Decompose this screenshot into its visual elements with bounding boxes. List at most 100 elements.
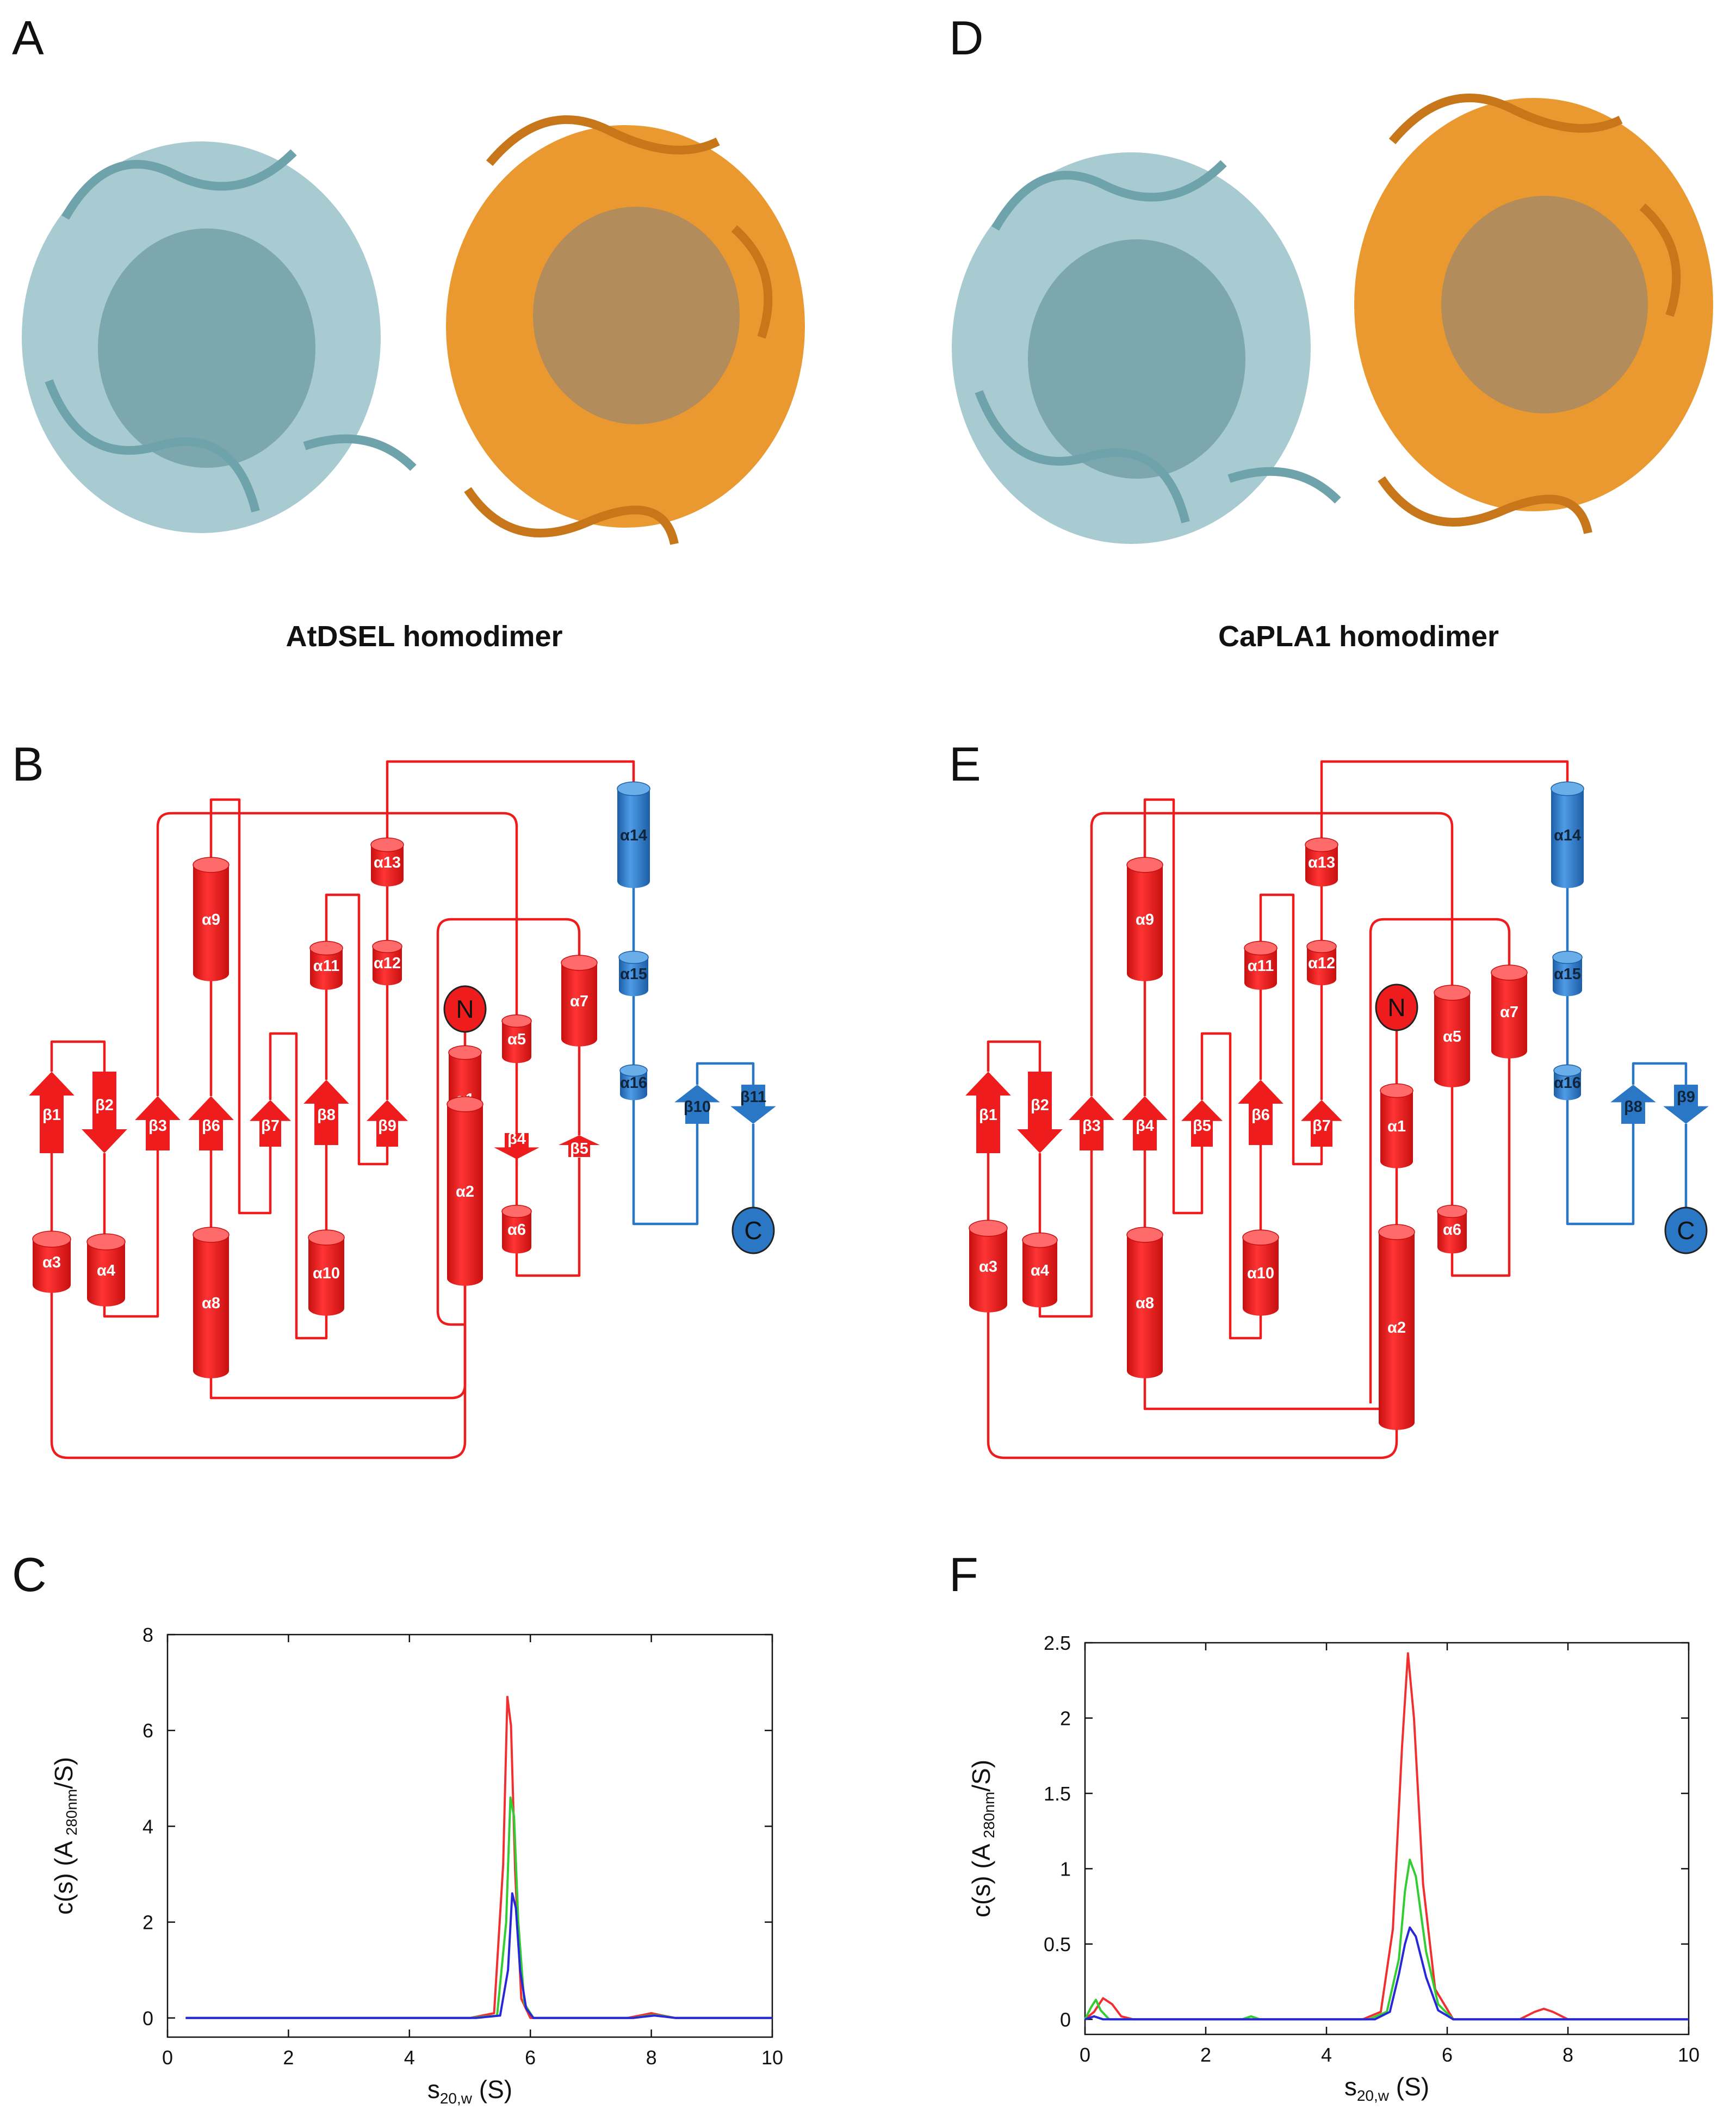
helix-label: α13 [1308, 854, 1335, 871]
strand-label: β1 [979, 1106, 997, 1124]
helix-label: α10 [313, 1265, 340, 1282]
helix-label: α8 [1136, 1295, 1154, 1312]
helix-label: α10 [1247, 1265, 1274, 1282]
helix-label: α8 [202, 1295, 220, 1312]
topology-connection [1369, 918, 1511, 1403]
y-tick-label: 4 [142, 1815, 153, 1837]
strand-beta7: β7 [250, 1100, 291, 1147]
x-tick-label: 6 [525, 2046, 536, 2069]
strand-beta1: β1 [29, 1072, 75, 1153]
strand-label: β7 [1312, 1117, 1331, 1135]
x-axis-label: s20,w (S) [427, 2075, 512, 2107]
strand-label: β6 [1251, 1106, 1270, 1124]
topology-connection [436, 918, 581, 1326]
topology-connection [386, 760, 635, 845]
helix-alpha3: α3 [32, 1230, 71, 1293]
panel-letter-a: A [12, 11, 44, 65]
chain-b-loops [464, 115, 773, 545]
helix-label: α7 [570, 993, 588, 1010]
caption-atdsel: AtDSEL homodimer [286, 620, 562, 653]
helix-alpha6: α6 [1437, 1204, 1467, 1254]
helix-label: α16 [1554, 1074, 1581, 1092]
helix-label: α14 [1554, 827, 1581, 844]
helix-alpha11: α11 [309, 941, 343, 990]
n-terminus: N [443, 985, 487, 1033]
helix-alpha6: α6 [501, 1204, 532, 1254]
strand-beta6: β6 [1238, 1080, 1284, 1145]
topology-connection [209, 1104, 467, 1400]
topology-connection [1038, 1150, 1093, 1318]
helix-label: α6 [1443, 1221, 1461, 1239]
strand-label: β9 [1677, 1088, 1695, 1106]
helix-label: α3 [979, 1258, 997, 1276]
topology-connection [1143, 798, 1204, 1215]
x-tick-label: 10 [761, 2046, 783, 2069]
strand-label: β9 [378, 1117, 396, 1135]
helix-label: α2 [1387, 1319, 1406, 1337]
x-tick-label: 2 [1200, 2044, 1211, 2066]
strand-label: β5 [1193, 1117, 1211, 1135]
plot-frame [166, 1634, 773, 2038]
helix-label: α4 [97, 1262, 115, 1279]
chain-a-core [1028, 239, 1245, 479]
strand-label: β8 [1624, 1098, 1642, 1116]
svg-text:C: C [744, 1216, 762, 1245]
n-terminus: N [1375, 983, 1418, 1031]
strand-label: β5 [570, 1140, 588, 1158]
helix-alpha7: α7 [1491, 964, 1528, 1059]
topology-diagram-e: α1 α2 α3 α4 α5 α6 α7 α8 α9 α10 α11 α12 α13 α14 α15 α16 β… [965, 760, 1709, 1459]
helix-alpha10: α10 [308, 1229, 345, 1316]
strand-beta2: β2 [1017, 1072, 1063, 1153]
helix-label: α13 [374, 854, 401, 871]
chain-b-core [533, 207, 740, 424]
helix-alpha9: α9 [193, 857, 230, 981]
topology-connection [269, 1032, 328, 1340]
strand-beta9: β9 [1663, 1085, 1709, 1124]
helix-alpha2: α2 [447, 1096, 483, 1286]
helix-label: α12 [374, 955, 401, 972]
series-line-green [1084, 1858, 1689, 2021]
topology-connection [1259, 893, 1323, 1166]
series-line-red [185, 1696, 772, 2019]
c-terminus: C [1664, 1207, 1708, 1254]
strand-beta4: β4 [494, 1130, 540, 1159]
topology-connection [209, 798, 272, 1215]
panel-letter-d: D [949, 11, 984, 65]
plot-frame [1084, 1642, 1690, 2035]
strand-label: β4 [1136, 1117, 1154, 1135]
structure-capla1 [952, 94, 1713, 544]
strand-label: β2 [1031, 1097, 1049, 1114]
y-tick-label: 2.5 [1044, 1632, 1071, 1654]
y-axis-label: c(s) (A 280nm/S) [967, 1760, 997, 1917]
helix-alpha13: α13 [370, 837, 404, 887]
structure-atdsel [22, 115, 805, 545]
strand-label: β7 [261, 1117, 280, 1135]
x-tick-label: 4 [404, 2046, 415, 2069]
helix-label: α4 [1031, 1262, 1049, 1279]
strand-label: β8 [317, 1106, 336, 1124]
x-tick-label: 6 [1442, 2044, 1453, 2066]
helix-alpha8: α8 [193, 1227, 230, 1378]
x-tick-label: 10 [1678, 2044, 1700, 2066]
helix-alpha15: α15 [1552, 950, 1583, 997]
helix-label: α16 [620, 1074, 647, 1092]
chart-c: 0 2 4 6 8 10 0 2 4 6 8 s20,w (S) c(s) (A 280nm/S) [49, 1624, 783, 2107]
panel-letter-e: E [949, 737, 981, 791]
strand-beta7: β7 [1301, 1100, 1342, 1147]
svg-text:N: N [1387, 993, 1405, 1022]
topology-connection [1450, 1051, 1511, 1277]
topology-connection [1200, 1032, 1262, 1340]
strand-beta3: β3 [135, 1096, 181, 1150]
helix-label: α11 [313, 957, 339, 975]
panel-letter-c: C [12, 1548, 47, 1601]
helix-label: α7 [1500, 1004, 1518, 1021]
strand-beta1: β1 [965, 1072, 1011, 1153]
y-tick-label: 1 [1060, 1858, 1071, 1880]
strand-label: β4 [507, 1130, 526, 1148]
helix-alpha3: α3 [969, 1220, 1008, 1313]
topology-connection [1566, 1094, 1635, 1226]
strand-beta8: β8 [303, 1080, 349, 1145]
y-tick-label: 0.5 [1044, 1933, 1071, 1956]
strand-beta6: β6 [188, 1096, 234, 1150]
strand-label: β1 [42, 1106, 61, 1124]
